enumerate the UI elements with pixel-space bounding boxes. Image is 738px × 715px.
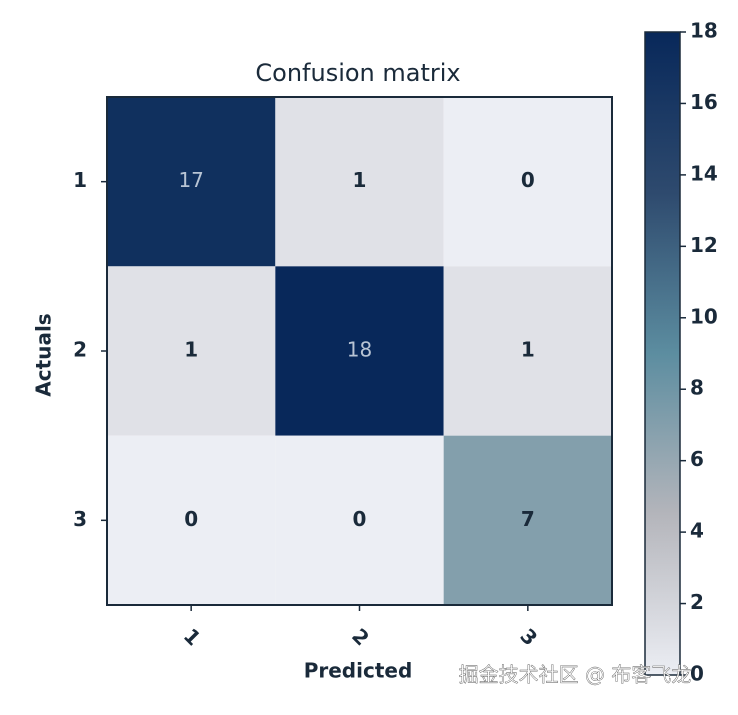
x-tick-label: 1 bbox=[179, 624, 206, 651]
x-axis-label: Predicted bbox=[304, 659, 413, 683]
cell-label: 18 bbox=[347, 338, 372, 362]
heatmap-cell bbox=[275, 97, 444, 267]
y-tick-label: 3 bbox=[73, 507, 87, 531]
x-tick-label: 2 bbox=[347, 624, 374, 651]
colorbar-tick-label: 10 bbox=[690, 304, 718, 328]
heatmap-cell bbox=[443, 435, 612, 605]
cell-label: 17 bbox=[178, 168, 203, 192]
colorbar bbox=[644, 31, 681, 676]
heatmap-cell bbox=[107, 97, 276, 267]
y-axis-label: Actuals bbox=[32, 313, 56, 396]
cell-label: 0 bbox=[521, 168, 535, 192]
colorbar-tick-label: 4 bbox=[690, 519, 704, 543]
colorbar-tick-label: 12 bbox=[690, 233, 718, 257]
y-tick-label: 2 bbox=[73, 338, 87, 362]
colorbar-tick-label: 6 bbox=[690, 447, 704, 471]
colorbar-tick-label: 14 bbox=[690, 161, 718, 185]
watermark: 掘金技术社区 @ 布客飞龙 bbox=[459, 663, 692, 687]
x-tick-label: 3 bbox=[515, 624, 542, 651]
cell-label: 1 bbox=[521, 338, 535, 362]
cell-label: 7 bbox=[521, 507, 535, 531]
colorbar-tick-label: 18 bbox=[690, 19, 718, 43]
heatmap-cell bbox=[107, 435, 276, 605]
colorbar-tick-label: 16 bbox=[690, 90, 718, 114]
cell-label: 1 bbox=[353, 168, 367, 192]
heatmap-cell bbox=[107, 266, 276, 436]
cell-label: 1 bbox=[184, 338, 198, 362]
cell-label: 0 bbox=[184, 507, 198, 531]
cell-label: 0 bbox=[353, 507, 367, 531]
colorbar-tick-label: 2 bbox=[690, 590, 704, 614]
heatmap-cell bbox=[275, 266, 444, 436]
colorbar-tick-label: 8 bbox=[690, 376, 704, 400]
y-tick-label: 1 bbox=[73, 168, 87, 192]
chart-title: Confusion matrix bbox=[255, 59, 460, 87]
colorbar-tick-label: 0 bbox=[690, 662, 704, 686]
heatmap-cell bbox=[443, 97, 612, 267]
heatmap-cell bbox=[275, 435, 444, 605]
heatmap-cell bbox=[443, 266, 612, 436]
